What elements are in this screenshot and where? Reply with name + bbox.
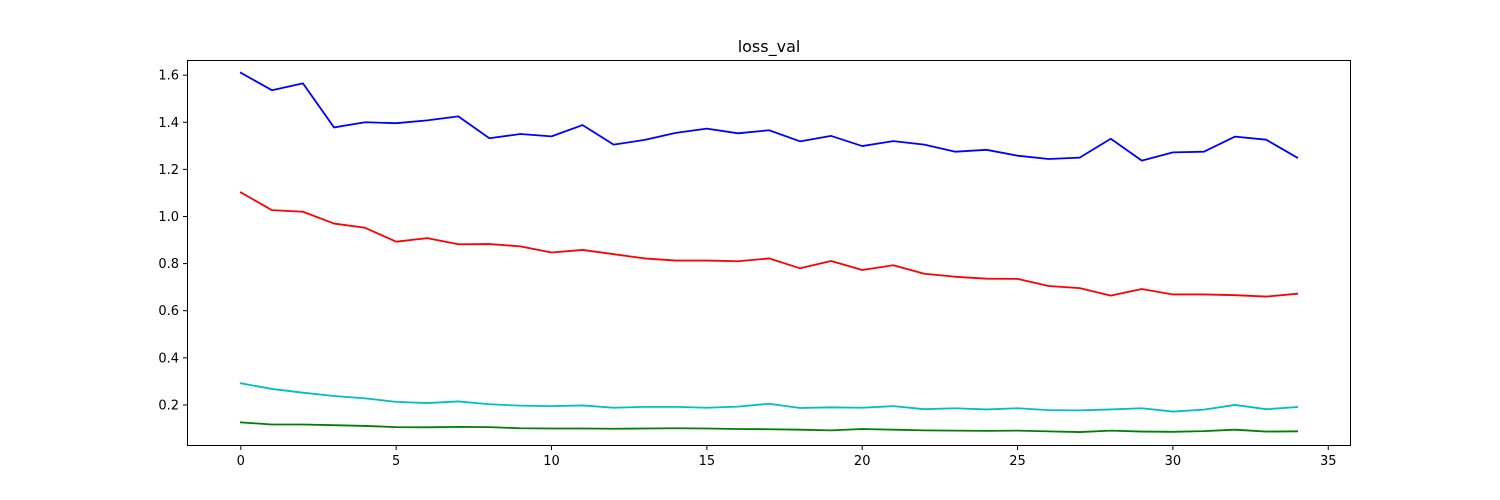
x-tick-label: 10 [543,454,560,469]
series-line [239,382,1299,413]
x-tick-label: 25 [1009,454,1026,469]
plot-area-frame [187,60,1351,446]
y-tick-label: 0.2 [158,398,179,413]
x-axis: 0 5 10 15 20 25 30 35 [237,445,1337,469]
y-tick-label: 0.6 [158,304,179,319]
y-tick-label: 0.4 [158,351,179,366]
y-tick-label: 0.8 [158,257,179,272]
series-line [239,421,1299,433]
y-tick-label: 1.4 [158,116,179,131]
y-tick-label: 1.0 [158,210,179,225]
series-lines [239,71,1299,433]
x-tick-label: 0 [237,454,245,469]
y-tick-label: 1.6 [158,69,179,84]
series-line [239,191,1299,298]
x-tick-label: 30 [1165,454,1182,469]
x-tick-label: 35 [1320,454,1337,469]
series-line [239,71,1299,162]
x-tick-label: 20 [854,454,871,469]
y-tick-label: 1.2 [158,163,179,178]
chart-title: loss_val [738,37,801,57]
y-axis: 0.2 0.4 0.6 0.8 1.0 1.2 1.4 1.6 [158,69,188,413]
x-tick-label: 5 [392,454,400,469]
x-tick-label: 15 [699,454,716,469]
